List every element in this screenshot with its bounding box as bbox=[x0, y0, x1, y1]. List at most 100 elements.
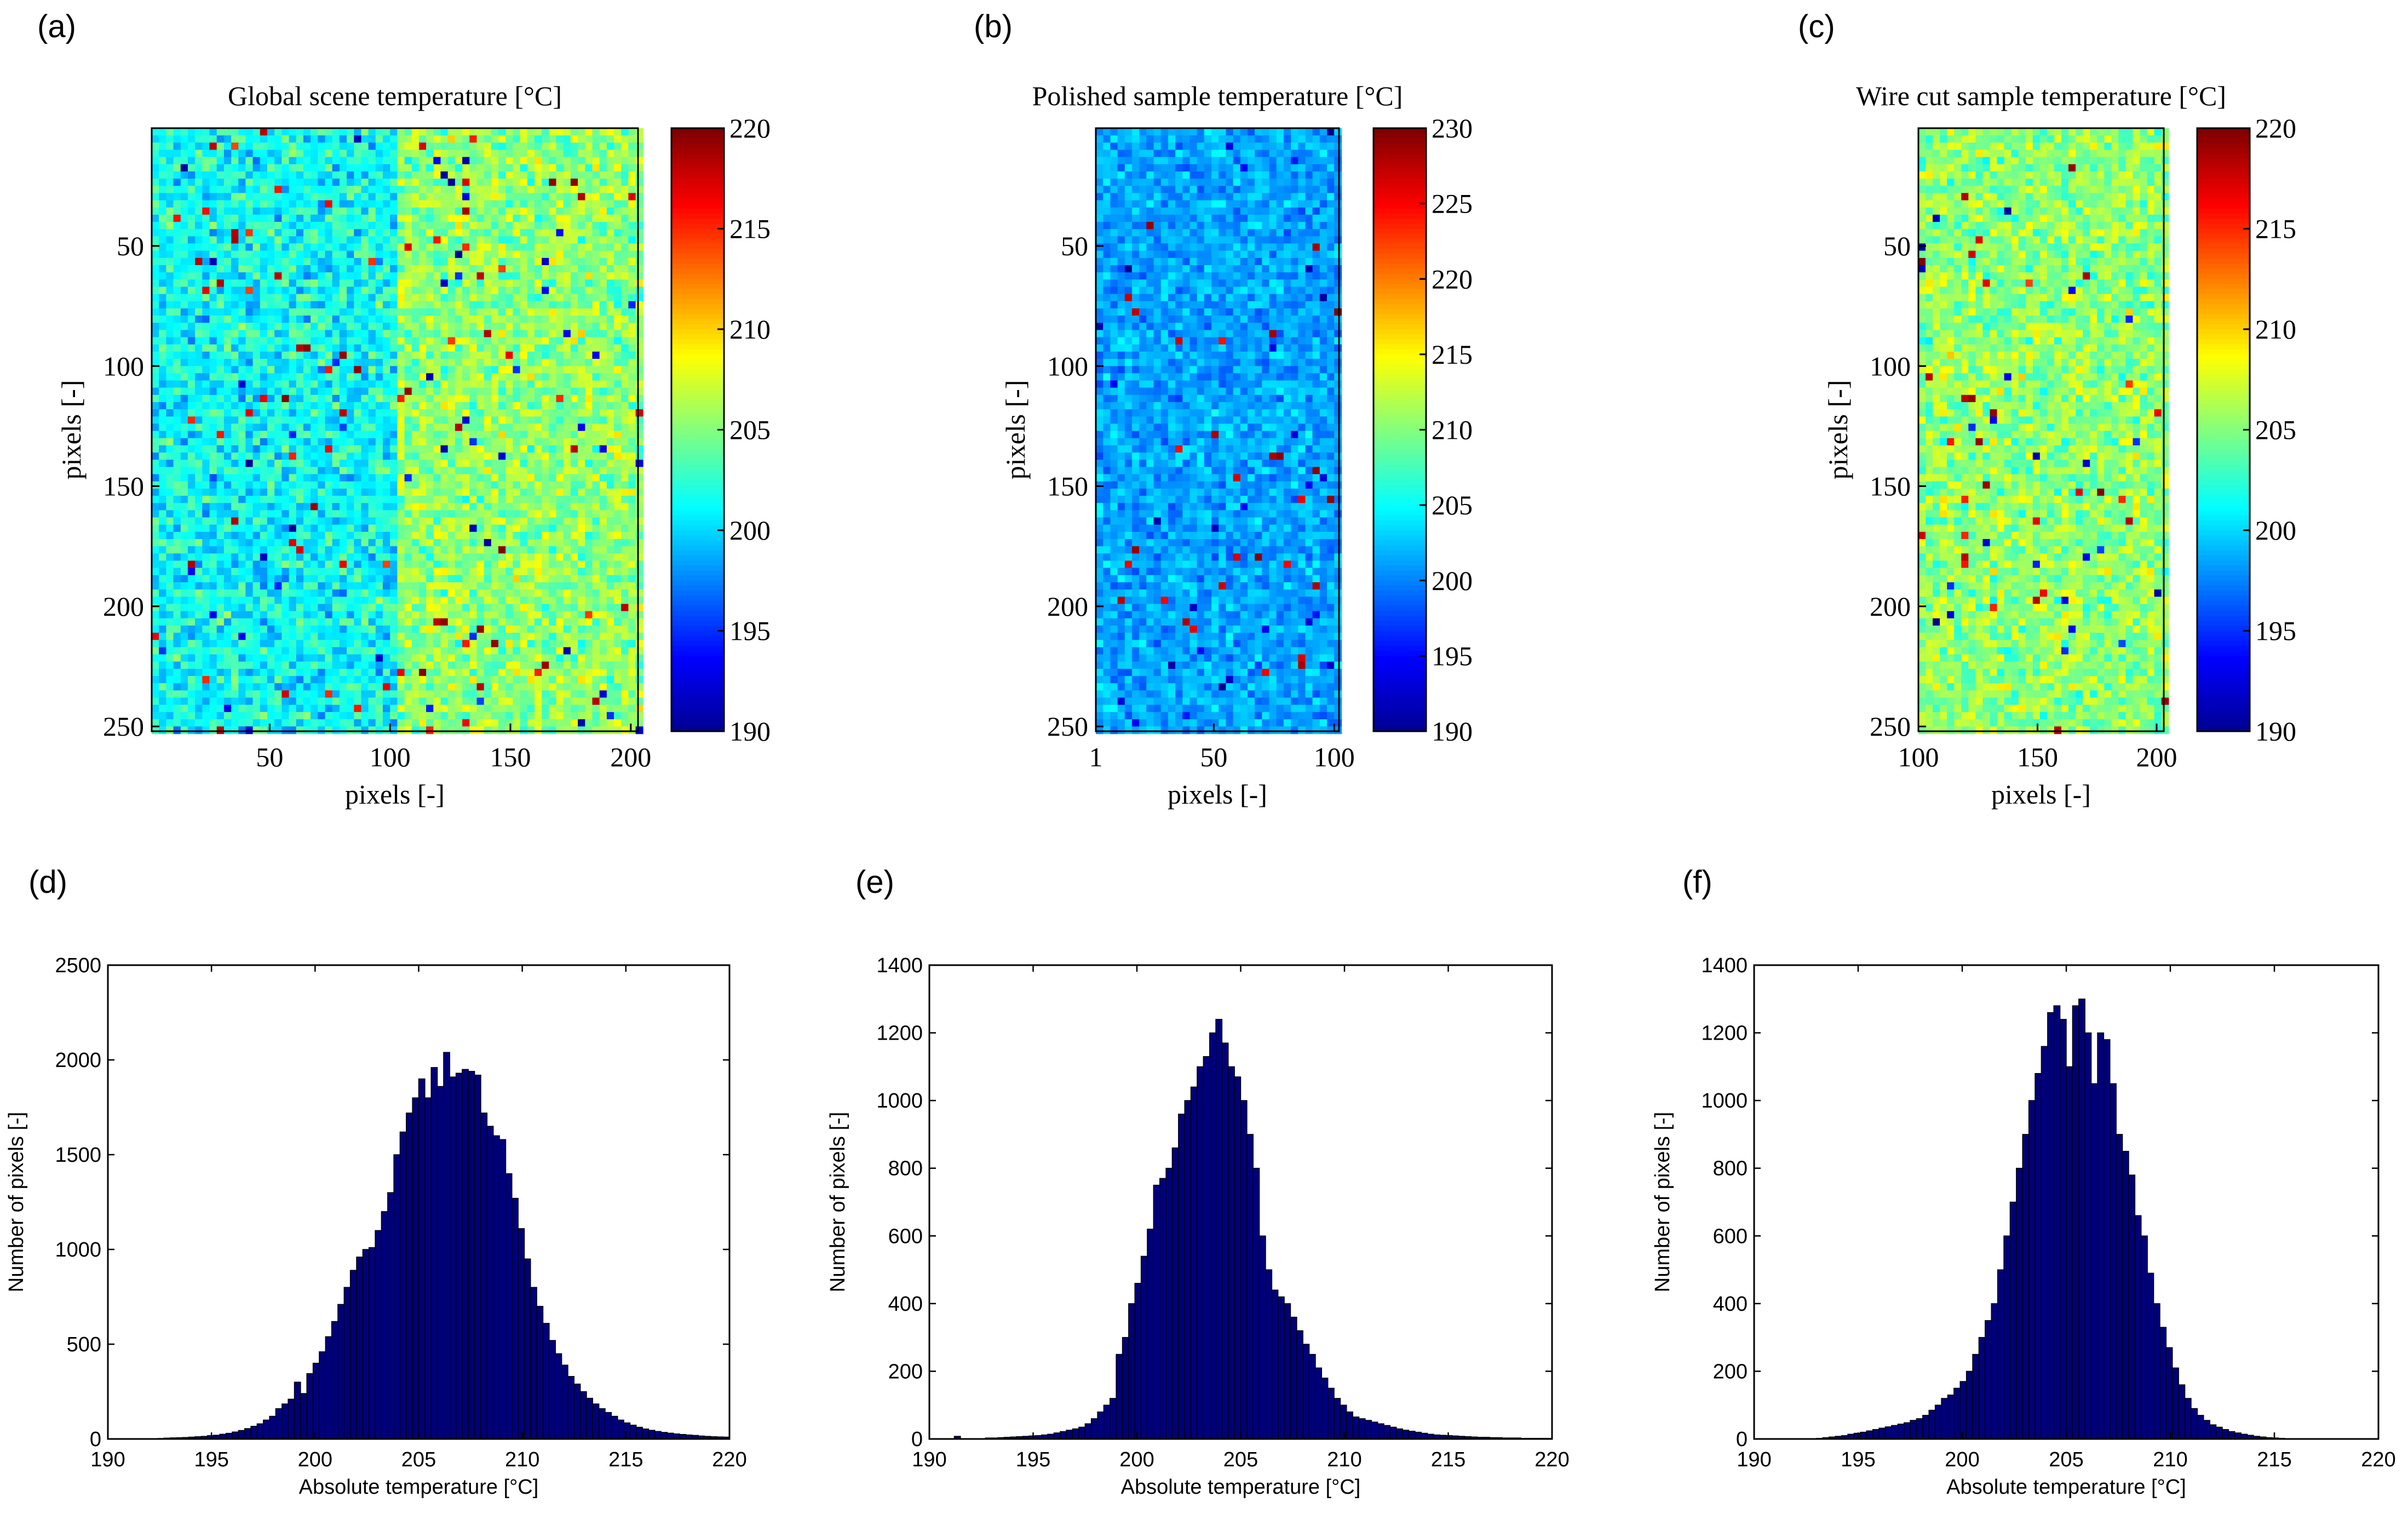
heatmap-cell bbox=[513, 387, 521, 395]
heatmap-cell bbox=[152, 272, 159, 280]
heatmap-cell bbox=[318, 359, 326, 367]
heatmap-cell bbox=[462, 380, 470, 388]
heatmap-cell bbox=[347, 193, 355, 201]
heatmap-cell bbox=[397, 567, 405, 576]
heatmap-cell bbox=[303, 503, 311, 511]
heatmap-cell bbox=[520, 510, 528, 518]
heatmap-cell bbox=[347, 633, 355, 641]
heatmap-cell bbox=[476, 604, 485, 612]
heatmap-cell bbox=[592, 647, 600, 655]
heatmap-cell bbox=[223, 243, 232, 251]
heatmap-cell bbox=[549, 416, 557, 425]
heatmap-cell bbox=[354, 193, 362, 201]
heatmap-cell bbox=[476, 179, 485, 187]
heatmap-cell bbox=[462, 633, 470, 641]
heatmap-cell bbox=[505, 142, 514, 151]
heatmap-cell bbox=[223, 560, 232, 569]
heatmap-cell bbox=[542, 150, 550, 158]
heatmap-cell bbox=[375, 604, 383, 612]
heatmap-cell bbox=[361, 128, 369, 136]
heatmap-cell bbox=[375, 489, 383, 496]
heatmap-cell bbox=[606, 366, 614, 374]
heatmap-cell bbox=[245, 366, 254, 374]
heatmap-cell bbox=[592, 409, 600, 417]
heatmap-cell bbox=[520, 567, 528, 576]
heatmap-cell bbox=[549, 316, 557, 324]
heatmap-cell bbox=[383, 582, 390, 590]
heatmap-cell bbox=[368, 164, 376, 172]
heatmap-cell bbox=[166, 438, 174, 446]
heatmap-cell bbox=[231, 250, 239, 259]
heatmap-cell bbox=[635, 171, 643, 179]
heatmap-cell bbox=[606, 186, 614, 194]
heatmap-cell bbox=[332, 135, 340, 144]
heatmap-cell bbox=[527, 308, 535, 316]
heatmap-cell bbox=[570, 294, 578, 302]
heatmap-cell bbox=[274, 164, 283, 172]
heatmap-cell bbox=[419, 272, 427, 280]
heatmap-cell bbox=[397, 257, 405, 266]
heatmap-cell bbox=[368, 438, 376, 446]
heatmap-cell bbox=[426, 560, 434, 569]
heatmap-cell bbox=[260, 351, 268, 359]
heatmap-cell bbox=[484, 597, 492, 605]
heatmap-cell bbox=[173, 546, 181, 554]
heatmap-cell bbox=[535, 250, 542, 259]
heatmap-cell bbox=[231, 316, 239, 324]
heatmap-cell bbox=[440, 423, 449, 432]
heatmap-cell bbox=[173, 467, 181, 475]
heatmap-cell bbox=[252, 654, 261, 662]
heatmap-cell bbox=[159, 222, 167, 230]
heatmap-cell bbox=[513, 402, 521, 410]
heatmap-cell bbox=[469, 179, 478, 187]
heatmap-cell bbox=[411, 524, 419, 532]
heatmap-cell bbox=[347, 179, 355, 187]
heatmap-cell bbox=[303, 186, 311, 194]
heatmap-cell bbox=[542, 604, 550, 612]
heatmap-cell bbox=[599, 286, 607, 295]
heatmap-cell bbox=[296, 330, 304, 338]
heatmap-cell bbox=[152, 489, 159, 496]
heatmap-cell bbox=[635, 409, 643, 417]
heatmap-cell bbox=[303, 633, 311, 641]
heatmap-cell bbox=[274, 229, 283, 237]
heatmap-cell bbox=[606, 294, 614, 302]
heatmap-cell bbox=[173, 517, 181, 525]
heatmap-cell bbox=[166, 546, 174, 554]
heatmap-cell bbox=[404, 416, 412, 425]
heatmap-cell bbox=[195, 474, 203, 482]
heatmap-cell bbox=[535, 553, 542, 561]
heatmap-cell bbox=[628, 618, 636, 626]
heatmap-cell bbox=[238, 359, 246, 367]
heatmap-cell bbox=[404, 222, 412, 230]
heatmap-cell bbox=[628, 171, 636, 179]
heatmap-cell bbox=[152, 308, 159, 316]
heatmap-cell bbox=[274, 150, 283, 158]
heatmap-cell bbox=[311, 323, 319, 331]
heatmap-cell bbox=[599, 157, 607, 165]
heatmap-cell bbox=[563, 460, 571, 468]
heatmap-cell bbox=[476, 546, 485, 554]
heatmap-cell bbox=[606, 640, 614, 648]
heatmap-cell bbox=[152, 647, 159, 655]
heatmap-cell bbox=[606, 626, 614, 633]
heatmap-cell bbox=[209, 387, 217, 395]
heatmap-cell bbox=[535, 604, 542, 612]
heatmap-cell bbox=[173, 431, 181, 439]
heatmap-cell bbox=[383, 633, 390, 641]
heatmap-cell bbox=[187, 496, 196, 504]
heatmap-cell bbox=[599, 200, 607, 208]
heatmap-cell bbox=[166, 474, 174, 482]
heatmap-cell bbox=[498, 200, 506, 208]
heatmap-cell bbox=[187, 589, 196, 598]
heatmap-cell bbox=[621, 164, 629, 172]
heatmap-cell bbox=[628, 323, 636, 331]
heatmap-cell bbox=[462, 560, 470, 569]
heatmap-cell bbox=[311, 380, 319, 388]
heatmap-cell bbox=[311, 366, 319, 374]
heatmap-cell bbox=[281, 294, 290, 302]
heatmap-cell bbox=[621, 250, 629, 259]
heatmap-cell bbox=[447, 272, 456, 280]
heatmap-cell bbox=[426, 517, 434, 525]
heatmap-cell bbox=[296, 222, 304, 230]
